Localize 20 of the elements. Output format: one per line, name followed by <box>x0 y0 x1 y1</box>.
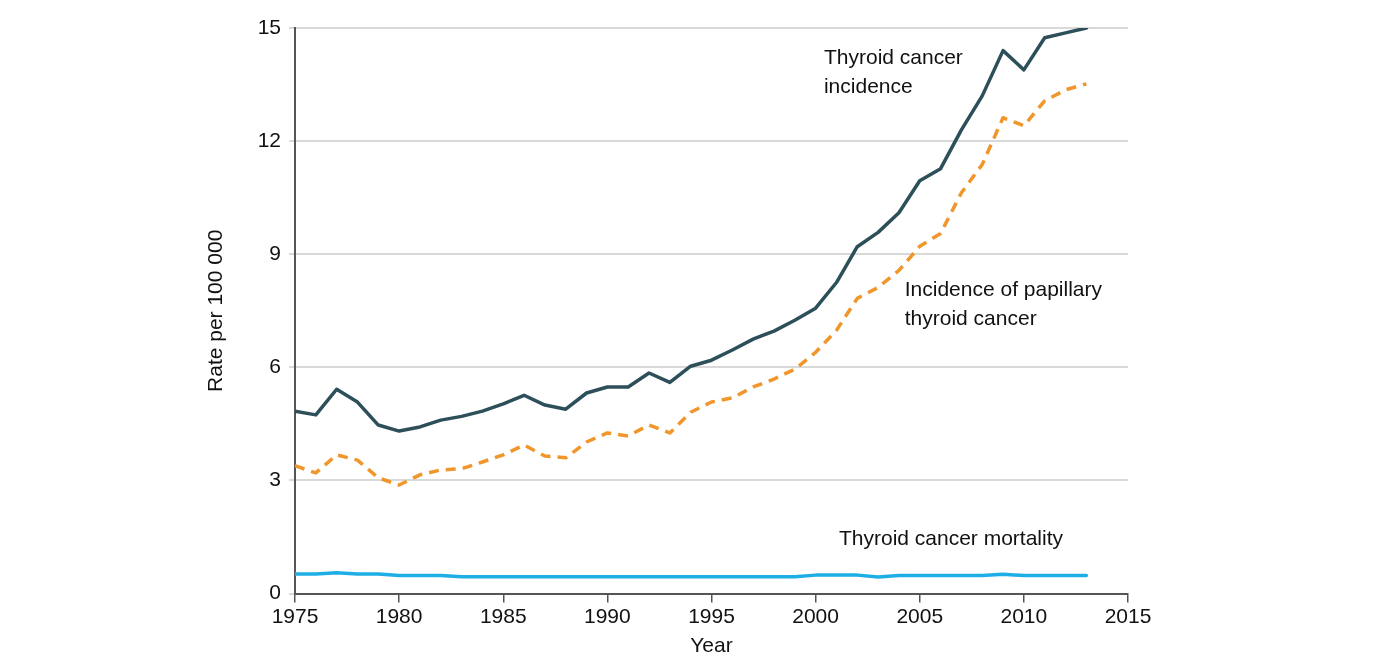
x-tick-label: 1985 <box>479 604 527 627</box>
x-axis-title: Year <box>690 633 733 657</box>
x-tick-label: 1975 <box>271 604 319 627</box>
y-tick-label: 12 <box>257 127 281 151</box>
y-tick-label: 9 <box>269 241 281 265</box>
y-tick-label: 3 <box>269 467 281 491</box>
x-tick-label: 2000 <box>792 604 839 627</box>
series-label: Thyroid cancer mortality <box>838 525 1064 549</box>
x-tick-label: 2010 <box>1000 604 1048 627</box>
x-tick-label: 1990 <box>584 604 631 627</box>
y-tick-label: 6 <box>269 354 281 378</box>
x-tick-label: 1995 <box>688 604 735 627</box>
x-tick-label: 1980 <box>375 604 423 627</box>
y-axis-title: Rate per 100 000 <box>203 229 227 392</box>
y-tick-label: 15 <box>257 14 281 38</box>
series-label: Incidence of papillary thyroid cancer <box>904 276 1103 329</box>
x-tick-label: 2005 <box>896 604 944 627</box>
x-tick-label: 2015 <box>1104 604 1152 627</box>
y-tick-label: 0 <box>269 580 281 604</box>
series-label: Thyroid cancer incidence <box>823 45 963 98</box>
